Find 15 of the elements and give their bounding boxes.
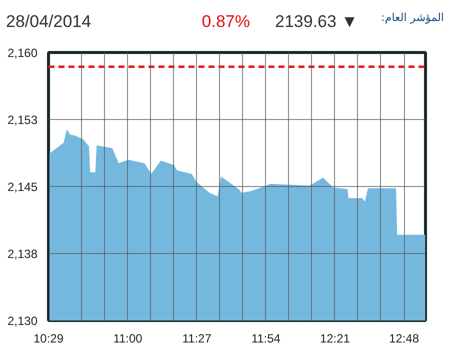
x-tick-label: 12:21	[320, 332, 350, 346]
y-tick-label: 2,153	[7, 113, 38, 127]
y-tick-label: 2,145	[7, 180, 38, 194]
y-tick-label: 2,138	[7, 247, 38, 261]
x-tick-label: 12:48	[389, 332, 420, 346]
x-tick-label: 11:54	[251, 332, 281, 346]
x-tick-label: 11:00	[113, 332, 143, 346]
x-tick-label: 11:27	[182, 332, 212, 346]
x-tick-label: 10:29	[33, 332, 64, 346]
text: المؤشر العام:	[381, 10, 444, 26]
y-tick-label: 2,130	[7, 314, 38, 328]
y-tick-label: 2,160	[7, 46, 38, 60]
text: 2139.63 ▼	[275, 11, 358, 33]
text: 0.87%	[202, 11, 250, 33]
text: 28/04/2014	[6, 11, 92, 33]
